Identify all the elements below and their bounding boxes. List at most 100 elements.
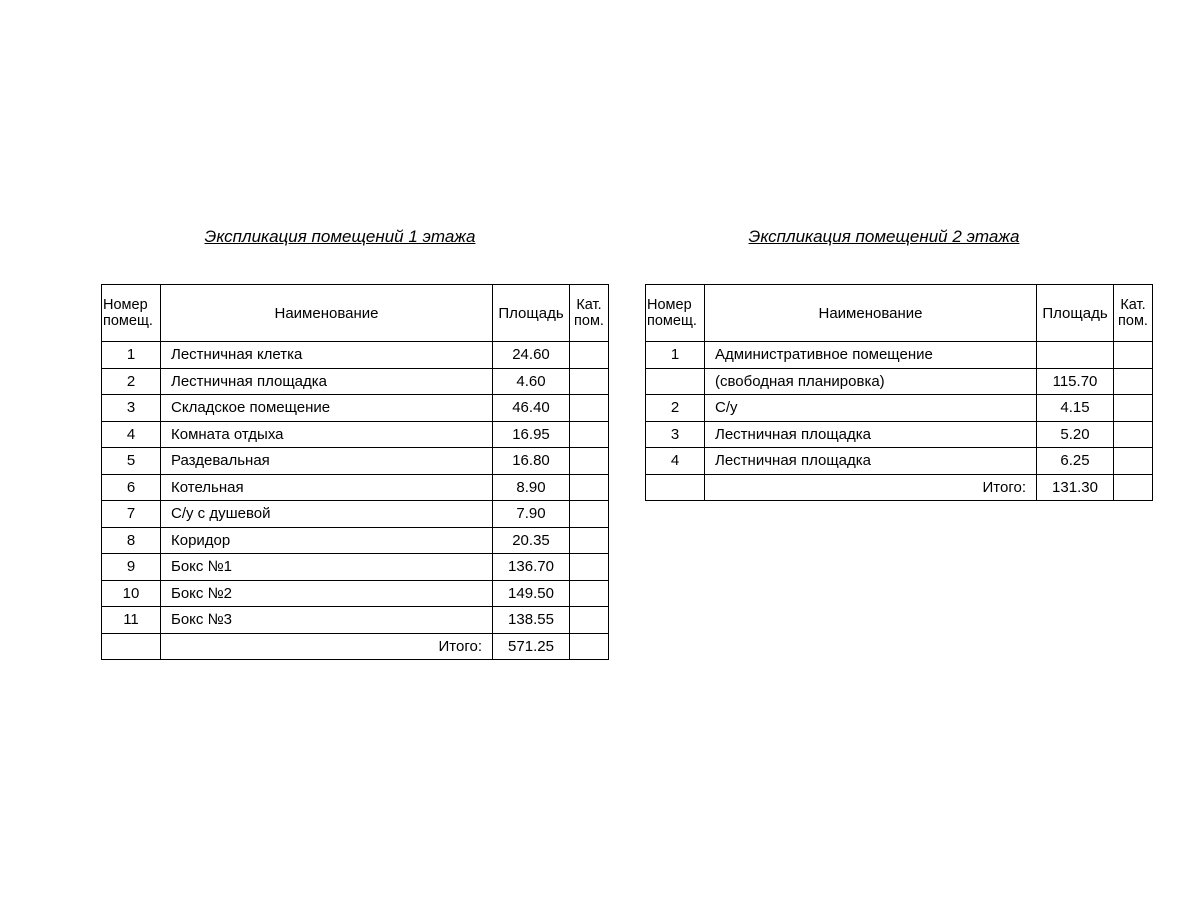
floor2-table: Номер помещ. Наименование Площадь Кат. пом.… xyxy=(645,284,1153,501)
table-row: 5 Раздевальная 16.80 xyxy=(101,447,609,475)
header-category: Кат. пом. xyxy=(1113,284,1153,342)
total-category xyxy=(569,632,609,660)
room-area: 8.90 xyxy=(492,473,570,501)
table-row: 1 Лестничная клетка 24.60 xyxy=(101,341,609,369)
room-name: Бокс №1 xyxy=(160,553,493,581)
room-number: 9 xyxy=(101,553,161,581)
table-row: 10 Бокс №2 149.50 xyxy=(101,579,609,607)
header-number: Номер помещ. xyxy=(645,284,705,342)
room-category xyxy=(569,526,609,554)
room-number: 6 xyxy=(101,473,161,501)
total-value: 131.30 xyxy=(1036,473,1114,501)
total-category xyxy=(1113,473,1153,501)
table-row: 2 С/у 4.15 xyxy=(645,394,1153,422)
room-area: 5.20 xyxy=(1036,420,1114,448)
room-number: 3 xyxy=(645,420,705,448)
room-number xyxy=(645,367,705,395)
room-name: (свободная планировка) xyxy=(704,367,1037,395)
total-label: Итого: xyxy=(704,473,1037,501)
table-row: 8 Коридор 20.35 xyxy=(101,526,609,554)
header-area: Площадь xyxy=(1036,284,1114,342)
room-area: 24.60 xyxy=(492,341,570,369)
table-row: (свободная планировка) 115.70 xyxy=(645,367,1153,395)
room-number: 4 xyxy=(101,420,161,448)
room-number: 10 xyxy=(101,579,161,607)
room-area: 4.60 xyxy=(492,367,570,395)
room-number: 3 xyxy=(101,394,161,422)
room-category xyxy=(569,447,609,475)
room-name: Бокс №2 xyxy=(160,579,493,607)
room-category xyxy=(569,367,609,395)
room-area: 46.40 xyxy=(492,394,570,422)
total-empty xyxy=(101,632,161,660)
header-number: Номер помещ. xyxy=(101,284,161,342)
room-number: 4 xyxy=(645,447,705,475)
room-category xyxy=(569,341,609,369)
room-area: 6.25 xyxy=(1036,447,1114,475)
room-area: 149.50 xyxy=(492,579,570,607)
room-category xyxy=(569,606,609,634)
total-row: Итого: 131.30 xyxy=(645,473,1153,501)
room-area: 138.55 xyxy=(492,606,570,634)
room-number: 1 xyxy=(101,341,161,369)
room-area: 20.35 xyxy=(492,526,570,554)
floor1-table: Номер помещ. Наименование Площадь Кат. пом.… xyxy=(101,284,609,660)
table-row: 11 Бокс №3 138.55 xyxy=(101,606,609,634)
room-category xyxy=(569,473,609,501)
room-name: Коридор xyxy=(160,526,493,554)
header-name: Наименование xyxy=(704,284,1037,342)
header-row: Номер помещ. Наименование Площадь Кат. пом. xyxy=(101,284,609,342)
room-area: 16.95 xyxy=(492,420,570,448)
room-name: Складское помещение xyxy=(160,394,493,422)
room-category xyxy=(1113,367,1153,395)
room-name: Лестничная клетка xyxy=(160,341,493,369)
room-area: 115.70 xyxy=(1036,367,1114,395)
room-area: 136.70 xyxy=(492,553,570,581)
total-label: Итого: xyxy=(160,632,493,660)
room-category xyxy=(1113,420,1153,448)
room-category xyxy=(569,420,609,448)
table-row: 2 Лестничная площадка 4.60 xyxy=(101,367,609,395)
room-category xyxy=(569,579,609,607)
table-row: 4 Комната отдыха 16.95 xyxy=(101,420,609,448)
room-number: 11 xyxy=(101,606,161,634)
room-number: 7 xyxy=(101,500,161,528)
total-value: 571.25 xyxy=(492,632,570,660)
table-row: 3 Складское помещение 46.40 xyxy=(101,394,609,422)
room-category xyxy=(1113,341,1153,369)
room-area: 16.80 xyxy=(492,447,570,475)
room-area: 7.90 xyxy=(492,500,570,528)
room-number: 2 xyxy=(645,394,705,422)
room-name: Котельная xyxy=(160,473,493,501)
table-row: 7 С/у с душевой 7.90 xyxy=(101,500,609,528)
header-area: Площадь xyxy=(492,284,570,342)
room-category xyxy=(569,500,609,528)
room-name: Бокс №3 xyxy=(160,606,493,634)
room-name: Лестничная площадка xyxy=(704,420,1037,448)
room-area: 4.15 xyxy=(1036,394,1114,422)
room-name: С/у xyxy=(704,394,1037,422)
room-category xyxy=(569,553,609,581)
table-row: 6 Котельная 8.90 xyxy=(101,473,609,501)
room-name: Лестничная площадка xyxy=(704,447,1037,475)
table-row: 3 Лестничная площадка 5.20 xyxy=(645,420,1153,448)
table-row: 1 Административное помещение xyxy=(645,341,1153,369)
room-number: 2 xyxy=(101,367,161,395)
room-category xyxy=(1113,447,1153,475)
room-name: Раздевальная xyxy=(160,447,493,475)
total-empty xyxy=(645,473,705,501)
header-name: Наименование xyxy=(160,284,493,342)
room-name: Комната отдыха xyxy=(160,420,493,448)
room-category xyxy=(569,394,609,422)
room-category xyxy=(1113,394,1153,422)
table-row: 4 Лестничная площадка 6.25 xyxy=(645,447,1153,475)
room-name: С/у с душевой xyxy=(160,500,493,528)
room-name: Административное помещение xyxy=(704,341,1037,369)
floor2-title: Экспликация помещений 2 этажа xyxy=(748,227,1020,246)
floor1-title: Экспликация помещений 1 этажа xyxy=(204,227,476,246)
room-name: Лестничная площадка xyxy=(160,367,493,395)
header-row: Номер помещ. Наименование Площадь Кат. пом. xyxy=(645,284,1153,342)
room-number: 5 xyxy=(101,447,161,475)
room-number: 1 xyxy=(645,341,705,369)
room-area xyxy=(1036,341,1114,369)
